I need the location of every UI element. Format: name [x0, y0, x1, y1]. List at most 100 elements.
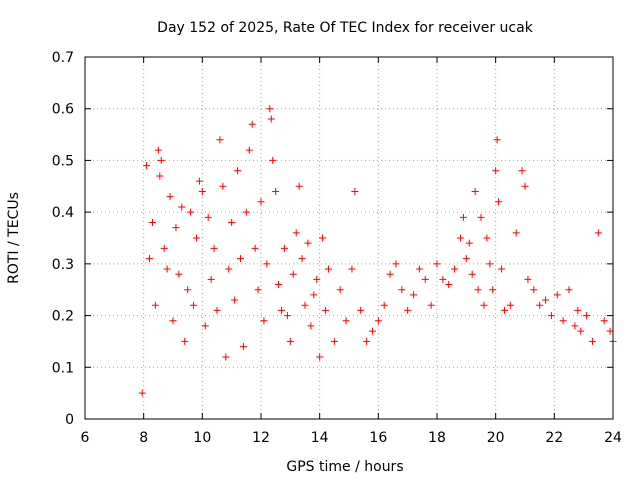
data-point: [492, 167, 500, 175]
x-tick-label: 24: [604, 430, 622, 446]
data-point: [313, 275, 321, 283]
x-tick-label: 20: [487, 430, 505, 446]
data-point: [289, 270, 297, 278]
data-point: [565, 286, 573, 294]
data-point: [248, 120, 256, 128]
data-point: [307, 322, 315, 330]
data-point: [518, 167, 526, 175]
data-point: [198, 187, 206, 195]
data-point: [594, 229, 602, 237]
data-point: [207, 275, 215, 283]
data-point: [574, 306, 582, 314]
data-point: [553, 291, 561, 299]
y-tick-label: 0.3: [52, 257, 74, 273]
data-point: [588, 337, 596, 345]
data-point: [251, 244, 259, 252]
plot-frame: [84, 56, 614, 420]
data-point: [138, 389, 146, 397]
data-point: [451, 265, 459, 273]
data-point: [577, 327, 585, 335]
data-point: [433, 260, 441, 268]
data-point: [295, 182, 303, 190]
y-tick-label: 0.5: [52, 153, 74, 169]
data-point: [380, 301, 388, 309]
data-point: [392, 260, 400, 268]
y-tick-label: 0.7: [52, 50, 74, 66]
data-point: [386, 270, 394, 278]
x-tick-label: 10: [193, 430, 211, 446]
data-point: [175, 270, 183, 278]
data-point: [187, 208, 195, 216]
data-point: [275, 281, 283, 289]
data-point: [465, 239, 473, 247]
data-point: [222, 353, 230, 361]
data-point: [272, 187, 280, 195]
data-point: [421, 275, 429, 283]
data-point: [228, 218, 236, 226]
data-point: [427, 301, 435, 309]
data-point: [398, 286, 406, 294]
data-point: [242, 208, 250, 216]
data-point: [204, 213, 212, 221]
y-tick-label: 0.2: [52, 309, 74, 325]
data-point: [600, 317, 608, 325]
data-point: [322, 306, 330, 314]
data-point: [148, 218, 156, 226]
x-tick-label: 8: [139, 430, 148, 446]
data-point: [410, 291, 418, 299]
x-axis-ticks: 6 8 10 12 14 16 18 20 22 24: [81, 57, 622, 446]
data-point: [483, 234, 491, 242]
chart-title: Day 152 of 2025, Rate Of TEC Index for r…: [157, 20, 534, 36]
data-point: [234, 167, 242, 175]
data-point: [169, 317, 177, 325]
x-tick-label: 6: [81, 430, 90, 446]
data-point: [210, 244, 218, 252]
data-point: [477, 213, 485, 221]
data-point: [280, 244, 288, 252]
data-point: [363, 337, 371, 345]
data-point: [571, 322, 579, 330]
data-points: [138, 105, 617, 397]
data-point: [559, 317, 567, 325]
data-point: [172, 224, 180, 232]
data-point: [536, 301, 544, 309]
y-axis-label: ROTI / TECUs: [6, 192, 22, 284]
data-point: [269, 156, 277, 164]
data-point: [474, 286, 482, 294]
x-tick-label: 16: [369, 430, 387, 446]
data-point: [486, 260, 494, 268]
data-point: [498, 265, 506, 273]
data-point: [292, 229, 300, 237]
data-point: [154, 146, 162, 154]
y-tick-label: 0.6: [52, 102, 74, 118]
x-axis-label: GPS time / hours: [286, 459, 403, 475]
data-point: [146, 255, 154, 263]
data-point: [236, 255, 244, 263]
data-point: [181, 337, 189, 345]
data-point: [216, 136, 224, 144]
data-point: [468, 270, 476, 278]
data-point: [495, 198, 503, 206]
data-point: [190, 301, 198, 309]
y-axis-ticks: 0 0.1 0.2 0.3 0.4 0.5 0.6 0.7: [52, 50, 613, 428]
data-point: [439, 275, 447, 283]
data-point: [506, 301, 514, 309]
data-point: [195, 177, 203, 185]
data-point: [324, 265, 332, 273]
data-point: [471, 187, 479, 195]
data-point: [231, 296, 239, 304]
data-point: [225, 265, 233, 273]
data-point: [192, 234, 200, 242]
data-point: [245, 146, 253, 154]
data-point: [283, 312, 291, 320]
data-point: [521, 182, 529, 190]
data-point: [524, 275, 532, 283]
data-point: [336, 286, 344, 294]
data-point: [254, 286, 262, 294]
data-point: [310, 291, 318, 299]
data-point: [542, 296, 550, 304]
data-point: [530, 286, 538, 294]
data-point: [266, 105, 274, 113]
x-tick-label: 22: [545, 430, 563, 446]
